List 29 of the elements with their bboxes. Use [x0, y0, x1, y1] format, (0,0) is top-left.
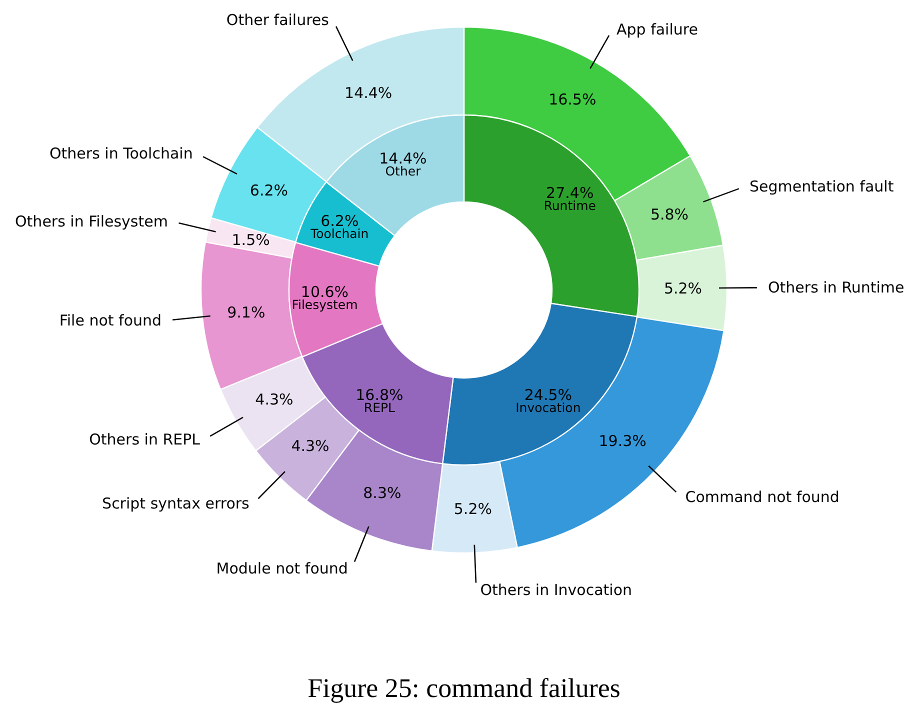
data-label: 5.2% [664, 279, 702, 298]
data-label: 9.1% [227, 303, 266, 322]
data-label: 16.5% [548, 90, 596, 109]
slice-label: Module not found [216, 559, 348, 578]
slice-label: Others in Toolchain [49, 144, 193, 163]
data-label: 19.3% [598, 432, 646, 450]
data-label: 4.3% [255, 390, 294, 408]
data-label: 5.2% [454, 500, 492, 518]
slice-label: Segmentation fault [749, 177, 894, 196]
slice-label: Others in Filesystem [14, 212, 168, 230]
slice-label: Runtime [544, 198, 596, 214]
data-label: 14.4% [344, 84, 392, 102]
data-label: 1.5% [232, 230, 270, 249]
text: Figure 25: command failures [308, 672, 620, 703]
slice-label: Command not found [685, 488, 840, 506]
slice-label: Others in REPL [89, 430, 201, 449]
slice-label: Other failures [226, 11, 330, 30]
slice-label: Others in Invocation [480, 580, 632, 599]
data-label: 4.3% [291, 436, 330, 455]
slice-label: Script syntax errors [102, 494, 250, 513]
slice-label: Filesystem [292, 297, 358, 312]
slice-label: File not found [59, 312, 162, 330]
slice-label: App failure [616, 20, 698, 38]
data-label: 8.3% [363, 484, 402, 502]
slice-label: Others in Runtime [768, 278, 904, 297]
data-label: 6.2% [250, 181, 288, 200]
slice-label: Invocation [516, 400, 581, 416]
data-label: 5.8% [650, 205, 689, 224]
slice-label: Other [385, 164, 422, 179]
